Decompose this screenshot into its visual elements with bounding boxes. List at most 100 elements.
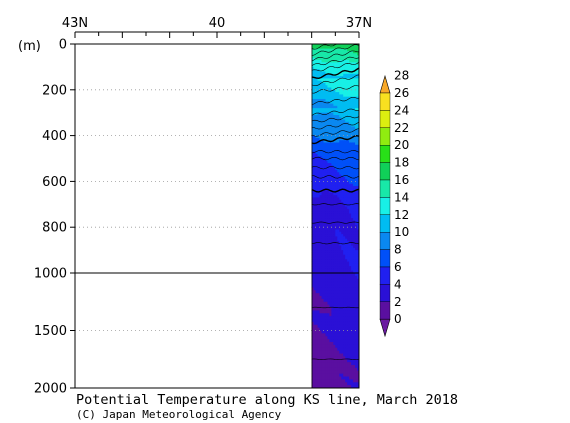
field-cell xyxy=(311,344,315,349)
field-cell xyxy=(353,206,356,210)
field-cell xyxy=(343,108,346,112)
field-cell xyxy=(333,313,336,317)
field-cell xyxy=(317,160,321,164)
field-cell xyxy=(345,362,348,366)
field-cell xyxy=(317,183,321,187)
field-cell xyxy=(343,46,346,50)
field-cell xyxy=(323,190,327,194)
field-cell xyxy=(325,211,329,215)
field-cell xyxy=(333,57,336,61)
field-cell xyxy=(317,60,321,63)
field-cell xyxy=(317,165,321,169)
field-cell xyxy=(353,48,356,52)
field-cell xyxy=(345,112,348,116)
field-cell xyxy=(339,208,342,212)
field-cell xyxy=(343,85,346,89)
field-cell xyxy=(347,220,350,224)
field-cell xyxy=(313,261,317,265)
field-cell xyxy=(317,342,321,346)
field-cell xyxy=(343,298,346,303)
field-cell xyxy=(331,261,334,265)
field-cell xyxy=(323,167,327,171)
field-cell xyxy=(351,53,354,57)
field-cell xyxy=(317,222,321,226)
field-cell xyxy=(357,87,359,91)
field-cell xyxy=(313,190,317,194)
field-cell xyxy=(337,192,340,196)
field-cell xyxy=(315,94,319,98)
field-cell xyxy=(311,133,315,137)
field-cell xyxy=(355,190,358,194)
field-cell xyxy=(339,142,342,146)
field-cell xyxy=(315,160,319,164)
field-cell xyxy=(319,222,323,226)
field-cell xyxy=(337,82,340,86)
field-cell xyxy=(319,301,323,306)
field-cell xyxy=(341,350,344,355)
field-cell xyxy=(329,165,332,169)
field-cell xyxy=(321,254,325,258)
field-cell xyxy=(317,133,321,137)
field-cell xyxy=(331,192,334,196)
field-cell xyxy=(339,379,342,383)
field-cell xyxy=(335,195,338,199)
field-cell xyxy=(335,167,338,171)
field-cell xyxy=(311,370,315,375)
field-cell xyxy=(319,287,323,291)
field-cell xyxy=(319,195,323,199)
field-cell xyxy=(325,236,329,240)
field-cell xyxy=(311,96,315,100)
field-cell xyxy=(329,119,332,123)
field-cell xyxy=(311,215,315,219)
field-cell xyxy=(323,124,327,128)
field-cell xyxy=(327,362,331,366)
field-cell xyxy=(343,275,346,280)
field-cell xyxy=(355,57,358,61)
field-cell xyxy=(313,195,317,199)
field-cell xyxy=(345,238,348,242)
field-cell xyxy=(341,347,344,352)
field-cell xyxy=(323,140,327,144)
field-cell xyxy=(337,101,340,105)
field-cell xyxy=(345,247,348,251)
field-cell xyxy=(321,296,325,300)
field-cell xyxy=(341,204,344,208)
field-cell xyxy=(325,73,329,77)
isotherm-line xyxy=(311,156,359,161)
field-cell xyxy=(329,144,332,148)
field-cell xyxy=(347,284,350,288)
field-cell xyxy=(329,362,332,366)
field-cell xyxy=(341,290,344,294)
field-cell xyxy=(319,339,323,343)
field-cell xyxy=(345,71,348,75)
field-cell xyxy=(323,108,327,112)
field-cell xyxy=(315,185,319,189)
field-cell xyxy=(329,347,332,352)
field-cell xyxy=(355,370,358,375)
field-cell xyxy=(333,231,336,235)
field-cell xyxy=(341,53,344,57)
field-cell xyxy=(315,140,319,144)
field-cell xyxy=(351,64,354,68)
field-cell xyxy=(357,71,359,75)
field-cell xyxy=(345,199,348,203)
field-cell xyxy=(319,73,323,77)
field-cell xyxy=(327,62,331,66)
field-cell xyxy=(341,256,344,260)
field-cell xyxy=(329,73,332,77)
field-cell xyxy=(325,169,329,173)
field-cell xyxy=(357,112,359,116)
field-cell xyxy=(341,336,344,340)
field-cell xyxy=(331,108,334,112)
field-cell xyxy=(353,57,356,61)
field-cell xyxy=(331,206,334,210)
field-cell xyxy=(343,195,346,199)
field-cell xyxy=(355,156,358,160)
field-cell xyxy=(317,192,321,196)
field-cell xyxy=(319,53,323,57)
field-cell xyxy=(329,313,332,317)
field-cell xyxy=(323,82,327,86)
field-cell xyxy=(349,108,352,112)
field-cell xyxy=(313,362,317,366)
field-cell xyxy=(321,238,325,242)
